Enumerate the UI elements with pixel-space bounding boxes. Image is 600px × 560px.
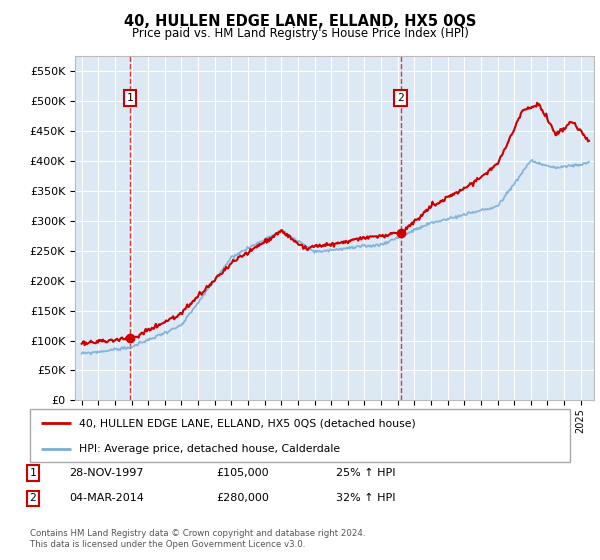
Text: £105,000: £105,000: [216, 468, 269, 478]
Text: 2: 2: [29, 493, 37, 503]
Text: 1: 1: [29, 468, 37, 478]
Text: 28-NOV-1997: 28-NOV-1997: [69, 468, 143, 478]
Text: HPI: Average price, detached house, Calderdale: HPI: Average price, detached house, Cald…: [79, 444, 340, 454]
Text: Price paid vs. HM Land Registry's House Price Index (HPI): Price paid vs. HM Land Registry's House …: [131, 27, 469, 40]
Text: 04-MAR-2014: 04-MAR-2014: [69, 493, 144, 503]
Text: 40, HULLEN EDGE LANE, ELLAND, HX5 0QS: 40, HULLEN EDGE LANE, ELLAND, HX5 0QS: [124, 14, 476, 29]
Text: 25% ↑ HPI: 25% ↑ HPI: [336, 468, 395, 478]
FancyBboxPatch shape: [30, 409, 570, 462]
Text: 2: 2: [397, 93, 404, 103]
Text: 1: 1: [127, 93, 133, 103]
Text: 32% ↑ HPI: 32% ↑ HPI: [336, 493, 395, 503]
Text: £280,000: £280,000: [216, 493, 269, 503]
Text: 40, HULLEN EDGE LANE, ELLAND, HX5 0QS (detached house): 40, HULLEN EDGE LANE, ELLAND, HX5 0QS (d…: [79, 418, 415, 428]
Text: Contains HM Land Registry data © Crown copyright and database right 2024.
This d: Contains HM Land Registry data © Crown c…: [30, 529, 365, 549]
